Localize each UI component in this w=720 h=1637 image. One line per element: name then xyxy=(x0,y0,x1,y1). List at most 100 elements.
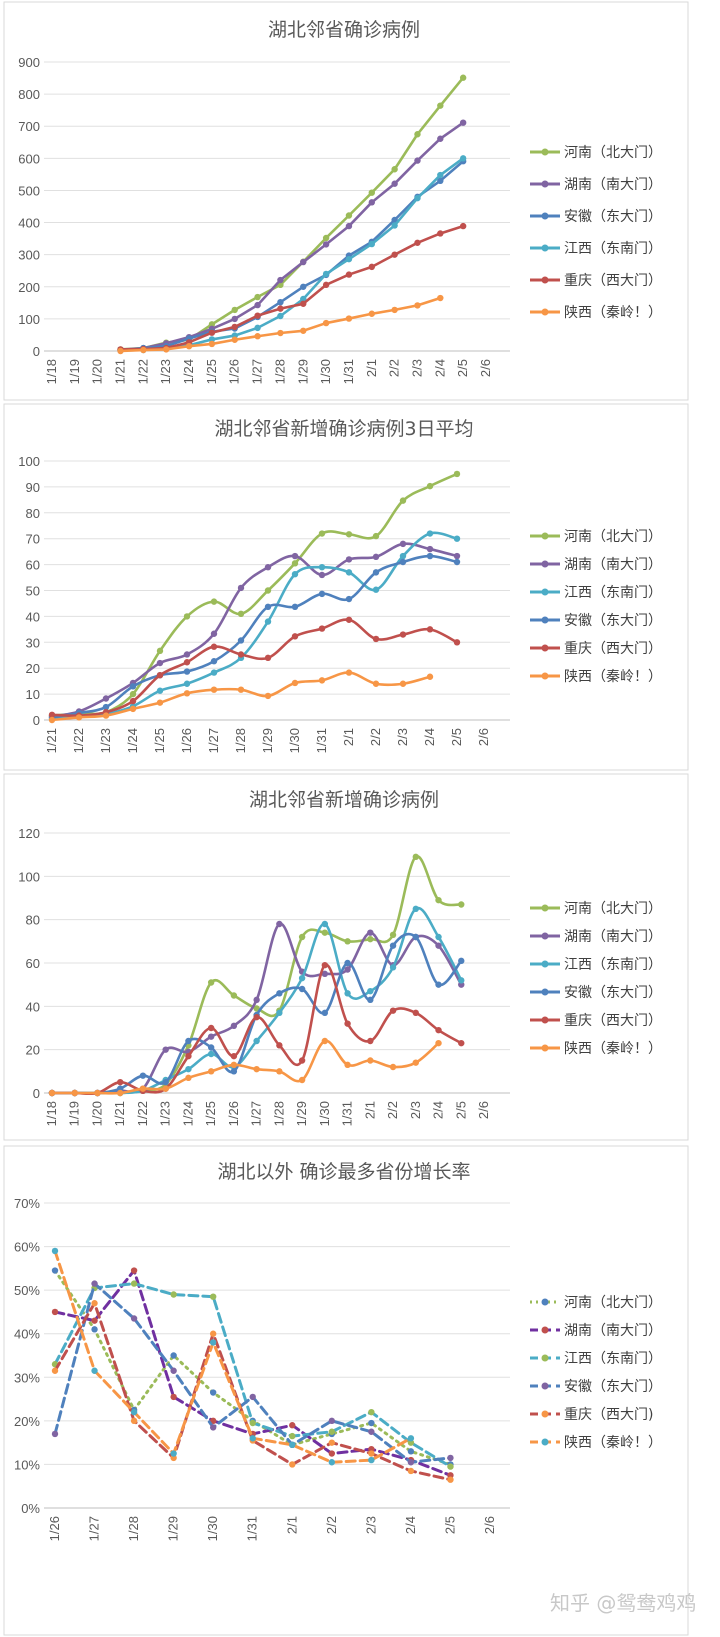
y-tick-label: 60 xyxy=(26,558,40,573)
chart-frame xyxy=(3,1145,689,1636)
y-tick-label: 10 xyxy=(26,687,40,702)
data-point xyxy=(207,1068,215,1075)
data-point xyxy=(345,669,353,676)
data-point xyxy=(298,1057,306,1064)
data-point xyxy=(414,157,421,164)
x-tick-label: 1/22 xyxy=(71,728,86,753)
data-point xyxy=(458,1039,465,1047)
x-tick-label: 1/26 xyxy=(47,1516,62,1541)
data-point xyxy=(321,1037,329,1045)
data-point xyxy=(459,222,467,230)
data-point xyxy=(156,671,164,679)
data-point xyxy=(276,1042,283,1049)
data-point xyxy=(291,603,299,611)
legend-item: 陕西（秦岭！） xyxy=(530,305,662,321)
y-tick-label: 0 xyxy=(33,1086,40,1101)
data-point xyxy=(368,1428,375,1435)
chart-title: 湖北邻省新增确诊病例3日平均 xyxy=(214,418,473,440)
y-tick-label: 30% xyxy=(14,1370,40,1385)
data-point xyxy=(209,1424,217,1431)
legend-label: 河南（北大门） xyxy=(564,145,662,161)
data-point xyxy=(129,705,137,713)
data-point xyxy=(372,635,380,643)
x-tick-label: 2/4 xyxy=(422,728,437,746)
data-point xyxy=(163,346,170,353)
x-tick-label: 1/20 xyxy=(89,1101,104,1126)
x-tick-label: 1/18 xyxy=(44,359,59,384)
data-point xyxy=(254,312,261,319)
data-point xyxy=(139,1085,147,1092)
y-tick-label: 60% xyxy=(14,1240,40,1255)
legend-marker xyxy=(541,1044,549,1052)
y-tick-label: 0 xyxy=(33,713,40,728)
x-tick-label: 2/5 xyxy=(455,359,470,377)
data-point xyxy=(210,598,218,605)
data-point xyxy=(264,603,272,611)
legend-marker xyxy=(541,1016,549,1024)
data-point xyxy=(230,992,238,999)
data-point xyxy=(300,258,307,266)
data-point xyxy=(207,1044,215,1051)
data-point xyxy=(318,677,326,684)
data-point xyxy=(344,938,351,945)
data-point xyxy=(210,643,218,650)
x-tick-label: 1/30 xyxy=(287,728,302,753)
legend-item: 安徽（东大门） xyxy=(530,1379,662,1395)
data-point xyxy=(321,1009,329,1017)
data-point xyxy=(414,194,421,202)
legend-marker xyxy=(541,560,549,568)
x-tick-label: 1/24 xyxy=(181,359,196,384)
data-point xyxy=(328,1428,336,1435)
data-point xyxy=(345,255,353,263)
data-point xyxy=(254,324,261,332)
data-point xyxy=(407,1467,415,1475)
data-point xyxy=(321,920,329,928)
data-point xyxy=(51,1308,59,1316)
data-point xyxy=(170,1450,177,1457)
data-point xyxy=(264,692,272,700)
data-point xyxy=(399,552,407,560)
legend-marker xyxy=(541,212,549,220)
data-point xyxy=(185,1074,192,1082)
x-tick-label: 1/27 xyxy=(206,728,221,753)
data-point xyxy=(162,1046,169,1053)
x-tick-label: 2/2 xyxy=(324,1516,339,1534)
data-point xyxy=(459,155,467,162)
y-tick-label: 120 xyxy=(18,826,40,841)
data-point xyxy=(51,1430,59,1438)
data-point xyxy=(237,651,245,658)
legend-item: 安徽（东大门） xyxy=(530,613,662,629)
data-point xyxy=(412,853,419,861)
data-point xyxy=(367,929,374,936)
legend-label: 河南（北大门） xyxy=(564,901,662,917)
data-point xyxy=(407,1448,415,1455)
y-tick-label: 80 xyxy=(26,506,40,521)
y-tick-label: 70% xyxy=(14,1196,40,1211)
data-point xyxy=(253,1013,260,1021)
data-point xyxy=(207,979,215,986)
data-point xyxy=(412,1059,419,1066)
data-point xyxy=(162,1078,169,1086)
data-point xyxy=(291,679,299,687)
data-point xyxy=(130,1315,138,1322)
x-tick-label: 2/5 xyxy=(442,1516,457,1534)
legend-label: 重庆（西大门） xyxy=(564,641,662,657)
y-tick-label: 100 xyxy=(18,454,40,469)
data-point xyxy=(253,996,260,1004)
data-point xyxy=(391,306,398,314)
legend-label: 重庆（西大门) xyxy=(564,1407,653,1423)
series-line-0 xyxy=(50,472,459,717)
x-tick-label: 2/4 xyxy=(403,1516,418,1534)
legend-item: 江西（东南门） xyxy=(530,585,662,601)
data-point xyxy=(210,630,218,637)
x-tick-label: 1/21 xyxy=(44,728,59,753)
data-point xyxy=(318,571,326,579)
data-point xyxy=(170,1393,177,1401)
data-point xyxy=(237,584,245,592)
data-point xyxy=(298,933,306,941)
series-line-1 xyxy=(119,121,465,352)
watermark: 知乎 @鸳鸯鸡鸡 xyxy=(550,1591,696,1615)
data-point xyxy=(230,1052,238,1060)
data-point xyxy=(102,703,110,711)
y-tick-label: 800 xyxy=(18,87,40,102)
